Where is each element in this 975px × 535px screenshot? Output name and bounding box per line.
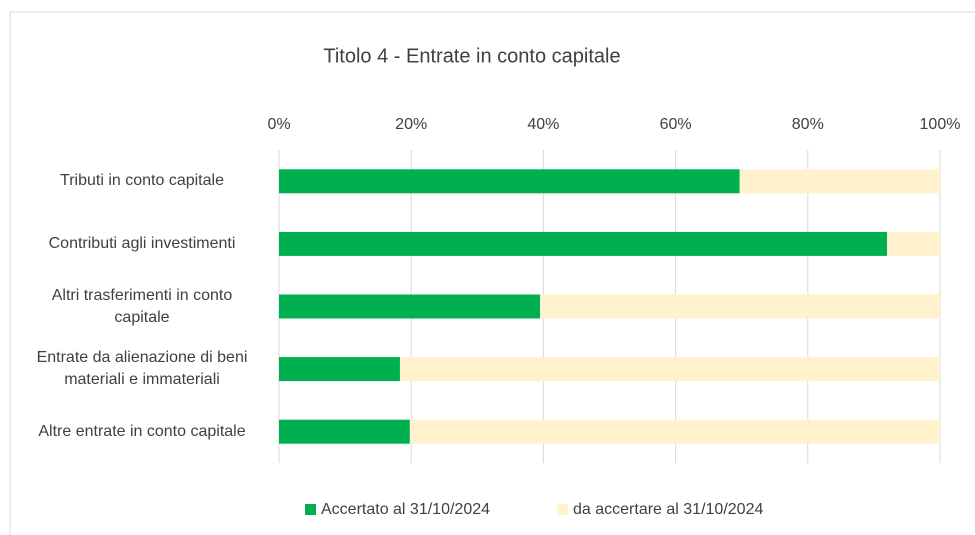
legend-swatch	[557, 504, 568, 515]
y-tick-label: Contributi agli investimenti	[48, 234, 236, 252]
bar-segment	[887, 231, 940, 256]
bar-segment	[739, 169, 940, 194]
bar-segment	[399, 357, 940, 382]
x-tick-label: 40%	[527, 116, 559, 133]
x-tick-label: 60%	[660, 116, 692, 133]
x-tick-label: 80%	[792, 116, 824, 133]
bar-segment	[409, 419, 940, 444]
y-tick-label: Altri trasferimenti in conto capitale	[51, 286, 233, 326]
bar-segment	[540, 294, 940, 319]
y-tick-label: Tributi in conto capitale	[60, 172, 224, 190]
bar-segment	[279, 169, 740, 194]
bar-segment	[279, 294, 541, 319]
x-tick-label: 0%	[267, 116, 290, 133]
y-tick-label: Entrate da alienazione di beni materiali…	[36, 349, 248, 389]
bar-segment	[279, 357, 400, 382]
legend-label: da accertare al 31/10/2024	[573, 501, 763, 518]
y-tick-label: Altre entrate in conto capitale	[38, 422, 246, 440]
chart-title: Titolo 4 - Entrate in conto capitale	[323, 45, 620, 67]
bar-segment	[279, 419, 410, 444]
legend-label: Accertato al 31/10/2024	[321, 501, 490, 518]
legend-swatch	[305, 504, 316, 515]
x-tick-label: 20%	[395, 116, 427, 133]
x-tick-label: 100%	[920, 116, 961, 133]
bar-segment	[279, 231, 888, 256]
chart-frame	[9, 11, 975, 535]
